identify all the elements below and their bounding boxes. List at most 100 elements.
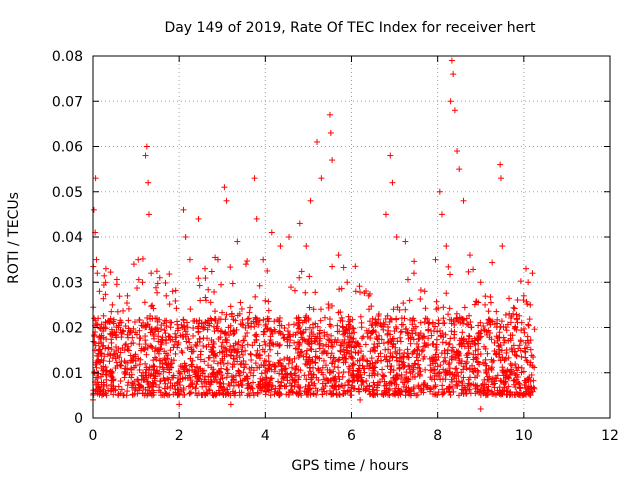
data-point [303,243,310,250]
data-point [435,389,442,396]
data-point [212,373,219,380]
data-point [295,325,302,332]
data-point [291,287,298,294]
data-point [516,384,523,391]
data-point [209,389,216,396]
data-point [135,377,142,384]
data-point [374,370,381,377]
data-point [306,333,313,340]
data-point [522,349,529,356]
data-point [470,266,477,273]
data-point [238,360,245,367]
data-point [248,324,255,331]
data-point [218,281,225,288]
data-point [275,389,282,396]
data-point [236,354,243,361]
data-point [113,343,120,350]
data-point [281,366,288,373]
data-point [333,392,340,399]
data-point [356,289,363,296]
data-point [528,352,535,359]
data-point [230,328,237,335]
data-point [112,332,119,339]
data-point [184,331,191,338]
data-point [482,392,489,399]
data-point [97,387,104,394]
data-point [360,353,367,360]
data-point [93,256,100,263]
data-point [211,288,218,295]
data-point [304,358,311,365]
data-point [435,305,442,312]
data-point [244,258,251,265]
data-point [431,366,438,373]
data-point [169,374,176,381]
data-point [417,296,424,303]
data-point [428,385,435,392]
data-point [275,359,282,366]
data-point [256,282,263,289]
data-point [147,372,154,379]
data-point [357,371,364,378]
data-point [108,308,115,315]
data-point [243,375,250,382]
data-point [326,366,333,373]
data-point [91,331,98,338]
data-point [122,323,129,330]
data-point [393,234,400,240]
data-point [108,387,115,394]
data-point [488,356,495,363]
data-point [107,352,114,359]
data-point [458,378,465,385]
data-point [500,334,507,341]
data-point [406,297,413,304]
data-point [527,301,534,308]
data-point [297,329,304,336]
data-point [497,323,504,330]
data-point [166,301,173,308]
data-point [494,372,501,379]
data-point [355,349,362,356]
x-tick-label: 6 [347,428,356,444]
data-point [149,302,156,309]
data-point [477,405,484,412]
data-point [221,353,228,360]
y-tick-label: 0.04 [52,230,83,246]
data-point [349,382,356,389]
data-point [298,268,305,275]
data-point [141,299,148,306]
data-point [279,331,286,338]
data-point [118,358,125,365]
data-point [247,304,254,311]
data-point [461,304,468,311]
data-point [407,370,414,377]
data-point [146,211,153,218]
data-point [186,339,193,346]
data-point [314,387,321,394]
data-point [115,383,122,390]
data-point [126,327,133,334]
data-point [353,372,360,379]
data-point [160,375,167,382]
data-point [234,358,241,365]
data-point [446,316,453,323]
data-point [248,357,255,364]
data-point [417,287,424,294]
data-point [264,326,271,333]
data-point [145,179,152,186]
data-point [218,365,225,372]
data-point [229,280,236,287]
data-point [97,335,104,342]
data-point [305,340,312,347]
data-point [517,385,524,392]
data-point [350,361,357,368]
data-point [410,270,417,277]
data-point [168,360,175,367]
data-point [122,342,129,349]
data-point [352,263,359,270]
data-point [465,345,472,352]
data-point [309,321,316,328]
data-point [136,327,143,334]
data-point [405,335,412,342]
data-point [504,388,511,395]
